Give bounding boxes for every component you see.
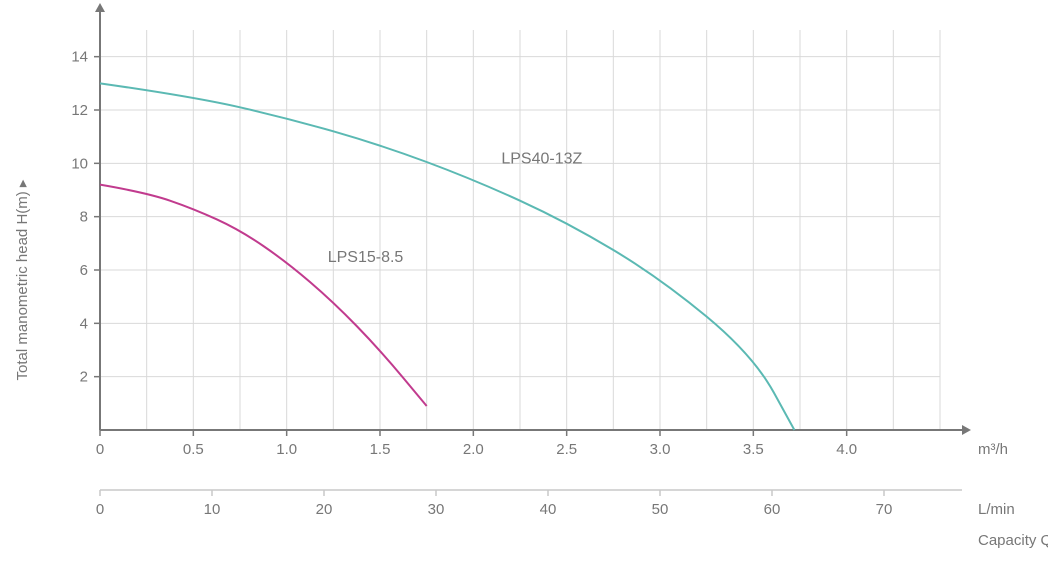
svg-text:1.5: 1.5 xyxy=(370,441,391,458)
series-label-LPS15-8.5: LPS15-8.5 xyxy=(328,249,404,266)
svg-text:40: 40 xyxy=(540,501,557,518)
svg-text:14: 14 xyxy=(71,49,88,66)
svg-text:10: 10 xyxy=(204,501,221,518)
svg-text:50: 50 xyxy=(652,501,669,518)
series-LPS15-8.5 xyxy=(100,185,427,406)
svg-text:60: 60 xyxy=(764,501,781,518)
svg-text:4: 4 xyxy=(80,315,88,332)
series-LPS40-13Z xyxy=(100,83,794,430)
svg-text:1.0: 1.0 xyxy=(276,441,297,458)
svg-text:2: 2 xyxy=(80,369,88,386)
svg-text:0: 0 xyxy=(96,441,104,458)
series-label-LPS40-13Z: LPS40-13Z xyxy=(501,150,582,167)
svg-text:8: 8 xyxy=(80,209,88,226)
svg-text:30: 30 xyxy=(428,501,445,518)
svg-text:0.5: 0.5 xyxy=(183,441,204,458)
svg-text:20: 20 xyxy=(316,501,333,518)
svg-text:Capacity Q ▸: Capacity Q ▸ xyxy=(978,532,1048,549)
chart-container: { "chart": { "type": "line", "background… xyxy=(0,0,1048,567)
svg-text:4.0: 4.0 xyxy=(836,441,857,458)
svg-text:3.0: 3.0 xyxy=(650,441,671,458)
svg-text:2.5: 2.5 xyxy=(556,441,577,458)
svg-text:m³/h: m³/h xyxy=(978,441,1008,458)
svg-text:0: 0 xyxy=(96,501,104,518)
svg-text:L/min: L/min xyxy=(978,501,1015,518)
svg-text:12: 12 xyxy=(71,102,88,119)
svg-text:6: 6 xyxy=(80,262,88,279)
svg-text:70: 70 xyxy=(876,501,893,518)
svg-text:3.5: 3.5 xyxy=(743,441,764,458)
svg-text:2.0: 2.0 xyxy=(463,441,484,458)
svg-text:10: 10 xyxy=(71,155,88,172)
pump-curve-chart: 2 4 6 8 10 12 14 0 0.5 1.0 1.5 2.0 2.5 3.0 3.5 4.0 m³/h 0… xyxy=(0,0,1048,567)
